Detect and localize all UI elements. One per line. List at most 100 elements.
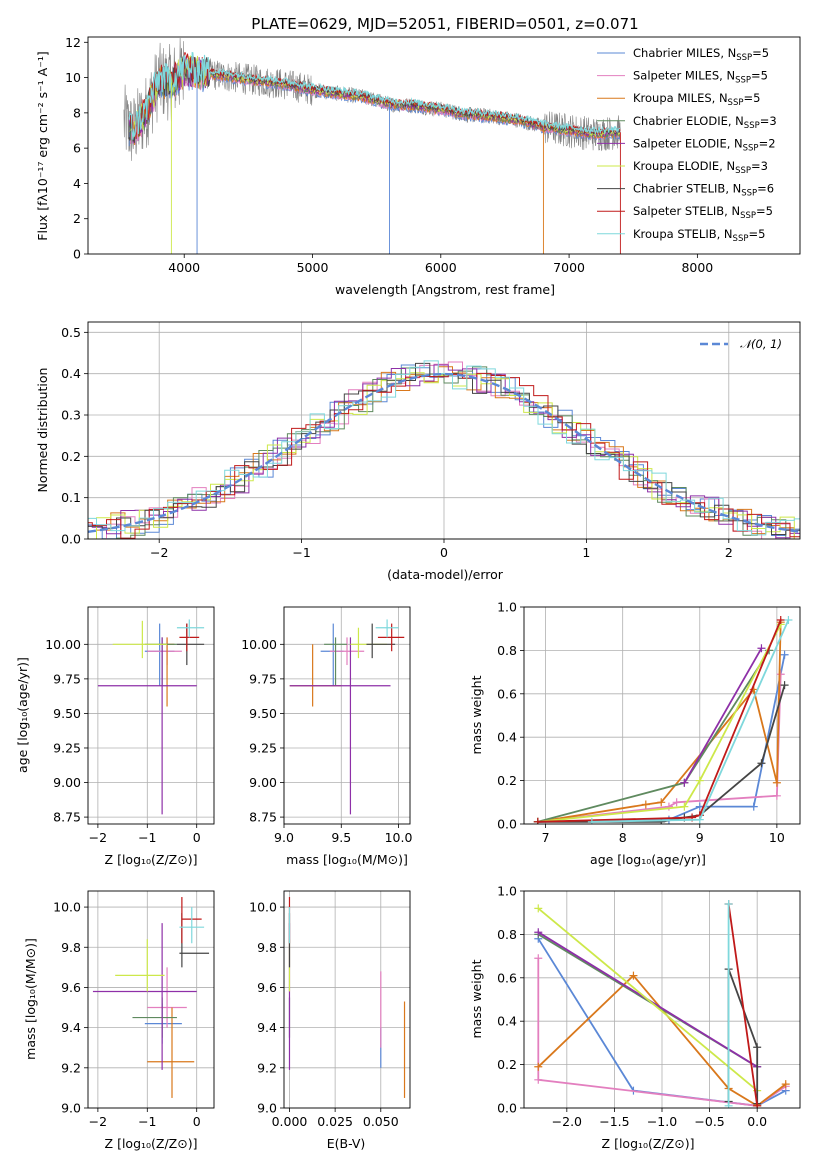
error-bar-point (179, 913, 210, 968)
x-tick-label: 0 (193, 830, 201, 845)
y-tick-label: 0.2 (61, 449, 81, 464)
x-tick-label: 8000 (681, 260, 713, 275)
weight-line (537, 907, 758, 1092)
x-tick-label: −1 (138, 830, 156, 845)
y-tick-label: 0.6 (497, 686, 517, 701)
x-tick-label: 10 (769, 830, 785, 845)
weight-marker (672, 798, 681, 807)
y-tick-label: 9.6 (61, 980, 81, 995)
legend-label: 𝒩(0, 1) (740, 337, 782, 351)
weight-marker (757, 759, 766, 768)
x-tick-label: 6000 (425, 260, 457, 275)
error-bar-point (92, 923, 197, 1070)
error-bar-point (176, 619, 205, 638)
weight-marker (753, 1101, 762, 1108)
spectrum-legend: Chabrier MILES, NSSP=5 Salpeter MILES, NS… (597, 46, 777, 244)
y-tick-label: 12 (65, 35, 81, 50)
x-tick-label: 7000 (553, 260, 585, 275)
weight-marker (534, 928, 543, 937)
weight-line (727, 903, 759, 1106)
y-tick-label: 0.8 (497, 643, 517, 658)
residual-histogram (88, 362, 800, 537)
y-tick-label: 10.0 (53, 900, 81, 915)
weight-marker (724, 900, 733, 909)
x-tick-label: −1 (292, 545, 310, 560)
error-bar-point (147, 1007, 195, 1098)
model-spectrum (128, 51, 621, 140)
x-tick-label: −2.0 (552, 1114, 582, 1129)
x-tick-label: 8 (619, 830, 627, 845)
residual-xlabel: (data-model)/error (387, 567, 504, 582)
error-bar-point (324, 637, 347, 686)
x-tick-label: 0.025 (317, 1114, 353, 1129)
axes-frame (87, 36, 801, 255)
x-tick-label: 9 (696, 830, 704, 845)
spectrum-title: PLATE=0629, MJD=52051, FIBERID=0501, z=0… (251, 15, 638, 33)
mass-vs-metallicity-panel: −2 −1 0 9.0 9.2 9.4 9.6 9.8 10.0 (53, 890, 215, 1129)
normal-curve (88, 372, 800, 533)
weight-vs-metallicity-panel: −2.0 −1.5 −1.0 −0.5 0.0 0.0 0.2 0.4 0.6 0.8 1.0 (497, 884, 801, 1129)
y-tick-label: 0.4 (61, 366, 81, 381)
x-tick-label: 7 (542, 830, 550, 845)
legend-label: Kroupa MILES, NSSP=5 (633, 91, 760, 108)
age-vs-metallicity-panel: −2 −1 0 8.75 9.00 9.25 9.50 9.75 10.00 (45, 606, 215, 845)
y-tick-label: 9.50 (53, 706, 81, 721)
error-bar-point (132, 997, 177, 1038)
weight-vs-age-panel: 7 8 9 10 0.0 0.2 0.4 0.6 0.8 1.0 (497, 600, 801, 845)
y-tick-label: 1.0 (497, 600, 517, 615)
weight-marker (781, 1080, 790, 1089)
y-tick-label: 8 (73, 105, 81, 120)
y-tick-label: 9.25 (249, 740, 277, 755)
x-tick-label: 4000 (168, 260, 200, 275)
y-tick-label: 9.0 (257, 1101, 277, 1116)
error-bar-point (176, 623, 205, 666)
x-tick-label: −2 (89, 1114, 107, 1129)
x-tick-label: 0.0 (747, 1114, 767, 1129)
y-tick-label: 8.75 (249, 810, 277, 825)
weight-vs-metallicity-ylabel: mass weight (469, 959, 484, 1038)
age-vs-mass-panel: 9.0 9.5 10.0 8.75 9.00 9.25 9.50 9.75 10.00 (241, 606, 413, 845)
x-tick-label: 0.000 (272, 1114, 308, 1129)
legend-label: Salpeter MILES, NSSP=5 (633, 69, 768, 86)
weight-marker (753, 1043, 762, 1052)
legend-label: Chabrier ELODIE, NSSP=3 (633, 114, 777, 131)
y-tick-label: 9.2 (61, 1060, 81, 1075)
y-tick-label: 0.8 (497, 927, 517, 942)
weight-marker (680, 802, 689, 811)
y-tick-label: 2 (73, 211, 81, 226)
mass-vs-ebv-panel: 0.000 0.025 0.050 9.0 9.2 9.4 9.6 9.8 10.0 (249, 890, 411, 1129)
residual-histogram (88, 364, 800, 539)
y-tick-label: 1.0 (497, 884, 517, 899)
legend-label: Kroupa ELODIE, NSSP=3 (633, 159, 768, 176)
weight-marker (776, 616, 785, 625)
weight-marker (776, 670, 785, 679)
y-tick-label: 9.75 (53, 671, 81, 686)
x-tick-label: 5000 (297, 260, 329, 275)
y-tick-label: 9.8 (257, 940, 277, 955)
x-tick-label: 0.050 (363, 1114, 399, 1129)
residual-panel: −2 −1 0 1 2 0.0 0.1 0.2 0.3 0.4 0.5 𝒩(0, 1) (61, 321, 801, 560)
y-tick-label: 0.6 (497, 970, 517, 985)
x-tick-label: −1.0 (647, 1114, 677, 1129)
weight-line (537, 654, 786, 823)
axes-frame (87, 321, 801, 540)
weight-marker (695, 815, 704, 824)
residual-histogram (88, 366, 800, 539)
age-vs-metallicity-ylabel: age [log₁₀(age/yr)] (15, 657, 30, 773)
error-bar-point (147, 637, 182, 666)
spectrum-xlabel: wavelength [Angstrom, rest frame] (335, 282, 555, 297)
weight-marker (772, 791, 781, 800)
legend-label: Chabrier MILES, NSSP=5 (633, 46, 769, 63)
weight-marker (695, 776, 704, 785)
y-tick-label: 0.1 (61, 490, 81, 505)
error-bar-point (144, 1003, 182, 1044)
weight-marker (757, 644, 766, 653)
weight-marker (534, 1075, 543, 1084)
weight-marker (533, 817, 542, 824)
spectrum-ylabel: Flux [fλ10⁻¹⁷ erg cm⁻² s⁻¹ A⁻¹] (35, 51, 50, 240)
weight-marker (534, 1062, 543, 1071)
weight-marker (534, 954, 543, 963)
axes-frame (87, 890, 215, 1109)
weight-line (537, 649, 770, 823)
y-tick-label: 0.2 (497, 773, 517, 788)
